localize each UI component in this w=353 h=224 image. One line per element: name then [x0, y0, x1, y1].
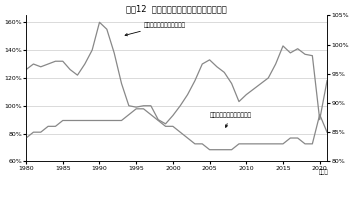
Text: 企業の投資性向（左目盛）: 企業の投資性向（左目盛）	[125, 22, 186, 36]
Text: 家計の消費性向（右目盛）: 家計の消費性向（右目盛）	[210, 113, 252, 127]
Text: （年）: （年）	[318, 169, 328, 175]
Title: 図表12  企業の投資性向と家計の消費性向: 図表12 企業の投資性向と家計の消費性向	[126, 4, 227, 13]
